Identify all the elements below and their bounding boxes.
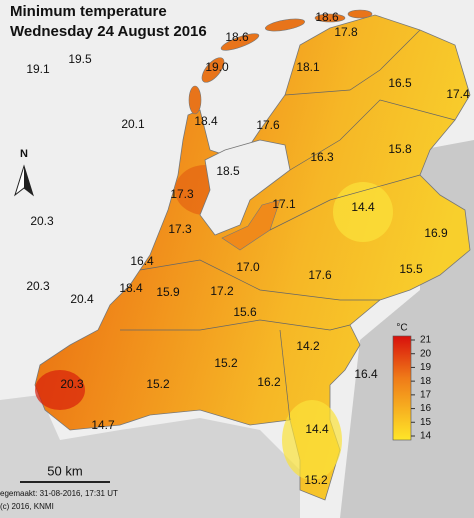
- colorbar: [392, 335, 412, 441]
- temperature-label: 17.8: [334, 25, 358, 39]
- flevoland: [221, 199, 281, 251]
- temperature-label: 17.6: [256, 118, 280, 132]
- north-label: N: [20, 148, 28, 160]
- scale-label: 50 km: [47, 463, 82, 478]
- legend-tick-label: 18: [420, 376, 432, 387]
- legend-tick-label: 14: [420, 431, 432, 442]
- temperature-label: 20.4: [70, 292, 94, 306]
- temperature-label: 17.3: [170, 187, 194, 201]
- legend-tick-label: 19: [420, 362, 432, 373]
- cool-area: [282, 400, 342, 480]
- temperature-label: 16.4: [354, 367, 378, 381]
- legend-tick-label: 17: [420, 389, 432, 400]
- legend-tick-label: 15: [420, 417, 432, 428]
- temperature-label: 19.1: [26, 62, 50, 76]
- footer: (c) 2016, KNMI: [0, 502, 54, 511]
- legend-unit: °C: [396, 323, 407, 334]
- cool-area: [333, 182, 393, 242]
- wadden-islands: [188, 9, 373, 115]
- title: Minimum temperature: [10, 3, 167, 20]
- temperature-label: 14.7: [91, 418, 115, 432]
- temperature-label: 20.1: [121, 117, 145, 131]
- netherlands: [34, 14, 471, 501]
- temperature-label: 17.0: [236, 260, 260, 274]
- neighbour-land: [0, 395, 300, 518]
- temperature-label: 20.3: [60, 377, 84, 391]
- legend-tick-label: 20: [420, 348, 432, 359]
- temperature-label: 20.3: [30, 214, 54, 228]
- temperature-label: 16.9: [424, 226, 448, 240]
- temperature-label: 17.4: [446, 87, 470, 101]
- temperature-label: 16.2: [257, 375, 281, 389]
- temperature-label: 15.8: [388, 142, 412, 156]
- warm-area: [35, 370, 85, 410]
- temperature-label: 18.4: [119, 281, 143, 295]
- temperature-label: 18.6: [225, 30, 249, 44]
- legend-tick-label: 16: [420, 403, 432, 414]
- temperature-label: 18.6: [315, 10, 339, 24]
- temperature-label: 17.2: [210, 284, 234, 298]
- temperature-label: 15.6: [233, 305, 257, 319]
- footer: egemaakt: 31-08-2016, 17:31 UT: [0, 489, 118, 498]
- north-arrow: [24, 166, 33, 195]
- temperature-label: 17.3: [168, 222, 192, 236]
- temperature-label: 15.2: [214, 356, 238, 370]
- temperature-label: 18.4: [194, 114, 218, 128]
- temperature-label: 17.6: [308, 268, 332, 282]
- temperature-label: 16.3: [310, 150, 334, 164]
- temperature-label: 14.2: [296, 339, 320, 353]
- temperature-label: 14.4: [351, 200, 375, 214]
- province-borders: [120, 29, 456, 421]
- temperature-label: 17.1: [272, 197, 296, 211]
- temperature-label: 19.0: [205, 60, 229, 74]
- temperature-label: 16.5: [388, 76, 412, 90]
- temperature-label: 15.2: [304, 473, 328, 487]
- ijsselmeer: [199, 139, 291, 236]
- subtitle: Wednesday 24 August 2016: [10, 23, 207, 40]
- temperature-label: 16.4: [130, 254, 154, 268]
- temperature-label: 18.1: [296, 60, 320, 74]
- temperature-label: 15.9: [156, 285, 180, 299]
- temperature-label: 18.5: [216, 164, 240, 178]
- temperature-label: 19.5: [68, 52, 92, 66]
- temperature-label: 20.3: [26, 279, 50, 293]
- temperature-label: 14.4: [305, 422, 329, 436]
- temperature-label: 15.2: [146, 377, 170, 391]
- legend-tick-label: 21: [420, 335, 432, 346]
- temperature-label: 15.5: [399, 262, 423, 276]
